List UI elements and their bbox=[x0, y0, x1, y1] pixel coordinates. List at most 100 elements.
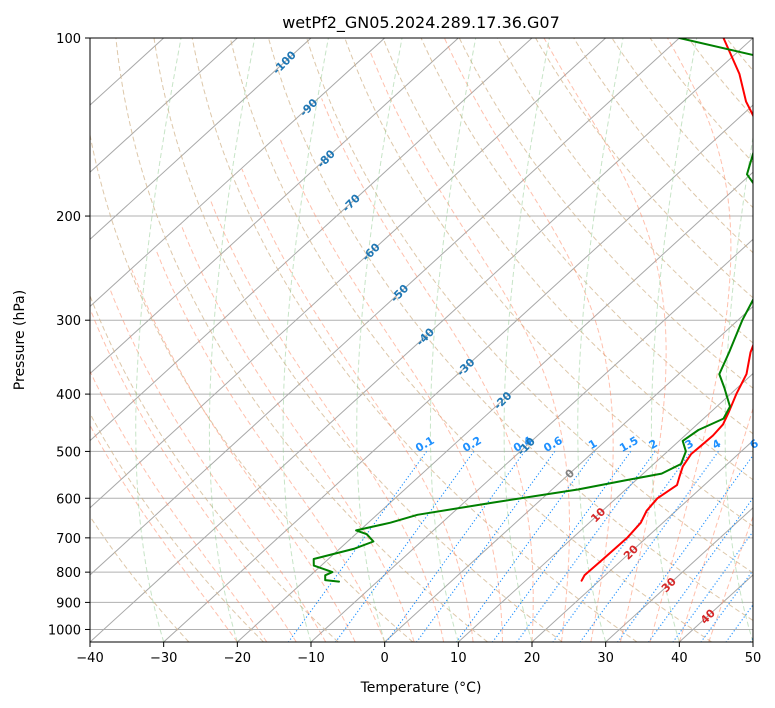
y-axis: 100 200 300 400 500 600 700 800 900 1000 bbox=[48, 32, 90, 638]
mixing-ratio-line bbox=[725, 603, 753, 642]
x-tick-label: −30 bbox=[150, 651, 177, 666]
dry-adiabat-line bbox=[344, 38, 753, 527]
dry-adiabat-line bbox=[306, 38, 753, 574]
dry-adiabat-line bbox=[382, 38, 753, 481]
dry-adiabat-line bbox=[90, 132, 414, 642]
y-tick-label: 500 bbox=[56, 445, 81, 460]
x-tick-label: 40 bbox=[671, 651, 688, 666]
dry-adiabat-line bbox=[573, 38, 753, 254]
x-tick-label: −40 bbox=[76, 651, 103, 666]
mixing-ratio-line bbox=[672, 530, 753, 642]
moist-adiabat-line bbox=[443, 38, 614, 642]
dry-adiabat-line bbox=[687, 38, 753, 118]
moist-adiabat-line bbox=[241, 168, 474, 642]
isotherm-line bbox=[90, 38, 312, 241]
moist-adiabat-line bbox=[678, 406, 753, 642]
isotherm-line bbox=[531, 439, 753, 642]
profile-lines bbox=[312, 38, 753, 583]
moist-adiabat-line bbox=[90, 309, 297, 642]
y-tick-label: 1000 bbox=[48, 623, 81, 638]
y-tick-label: 300 bbox=[56, 314, 81, 329]
y-tick-label: 900 bbox=[56, 596, 81, 611]
moist-adiabat-line bbox=[370, 52, 570, 642]
isotherm-line bbox=[90, 38, 607, 509]
reference-curve bbox=[503, 38, 550, 642]
dry-adiabat-line bbox=[649, 38, 753, 164]
x-tick-label: 0 bbox=[381, 651, 389, 666]
mixing-ratio-line bbox=[617, 454, 753, 642]
reference-curve bbox=[208, 38, 256, 642]
isotherm-line bbox=[90, 38, 533, 442]
x-tick-label: −10 bbox=[297, 651, 324, 666]
dry-adiabat-line bbox=[458, 38, 753, 389]
moist-adiabat-line bbox=[131, 269, 356, 642]
dry-adiabat-line bbox=[496, 38, 753, 344]
isotherm-line bbox=[236, 171, 753, 642]
isotherm-line bbox=[90, 38, 459, 375]
moist-adiabat-line bbox=[109, 289, 327, 642]
dry-adiabat-line bbox=[229, 38, 712, 642]
mixing-ratio-label: 2 bbox=[647, 437, 660, 452]
background-lines bbox=[90, 38, 775, 642]
y-tick-label: 400 bbox=[56, 388, 81, 403]
dry-adiabat-line bbox=[115, 38, 488, 642]
x-axis: −40 −30 −20 −10 0 10 20 30 40 50 bbox=[76, 642, 761, 666]
y-tick-label: 600 bbox=[56, 492, 81, 507]
moist-adiabat-line bbox=[279, 138, 503, 642]
moist-adiabat-line bbox=[543, 38, 667, 642]
moist-adiabat-line bbox=[155, 249, 386, 642]
mixing-ratio-line bbox=[749, 637, 753, 642]
isotherm-line bbox=[605, 507, 753, 642]
moist-adiabat-line bbox=[90, 370, 268, 642]
x-tick-label: 30 bbox=[597, 651, 614, 666]
isotherm-line bbox=[384, 305, 753, 642]
plot-frame bbox=[89, 37, 754, 643]
isotherm-line bbox=[90, 38, 386, 308]
x-axis-label: Temperature (°C) bbox=[360, 680, 482, 696]
y-tick-label: 700 bbox=[56, 532, 81, 547]
dry-adiabat-line bbox=[420, 38, 753, 435]
mixing-ratio-line bbox=[456, 451, 596, 642]
moist-adiabat-line bbox=[180, 224, 415, 642]
dry-adiabat-line bbox=[535, 38, 753, 299]
dry-adiabat-line bbox=[90, 515, 190, 642]
x-tick-label: 50 bbox=[745, 651, 762, 666]
x-tick-label: 20 bbox=[524, 651, 541, 666]
moist-adiabat-line bbox=[209, 198, 445, 642]
dry-adiabat-line bbox=[268, 38, 753, 622]
dry-adiabat-line bbox=[90, 294, 339, 642]
x-tick-label: −20 bbox=[224, 651, 251, 666]
mixing-ratio-label: 1 bbox=[586, 437, 599, 452]
reference-curve bbox=[650, 38, 698, 642]
reference-curve bbox=[135, 38, 182, 642]
isotherm-line bbox=[90, 38, 753, 642]
mixing-ratio-label: 6 bbox=[748, 437, 761, 452]
isotherm-line bbox=[752, 641, 753, 642]
moist-adiabat-line bbox=[649, 38, 732, 642]
reference-curve bbox=[282, 38, 329, 642]
mixing-ratio-label: 4 bbox=[710, 437, 723, 452]
isotherm-line bbox=[90, 38, 238, 173]
temperature-profile-line bbox=[580, 38, 753, 582]
isotherm-line bbox=[163, 104, 753, 642]
x-tick-label: 10 bbox=[450, 651, 467, 666]
mixing-ratio-line bbox=[579, 451, 719, 642]
dewpoint-profile-line bbox=[312, 38, 753, 583]
y-tick-label: 800 bbox=[56, 566, 81, 581]
chart-title: wetPf2_GN05.2024.289.17.36.G07 bbox=[282, 13, 560, 33]
reference-curve bbox=[724, 134, 753, 642]
dry-adiabat-line bbox=[90, 412, 264, 642]
isotherm-line bbox=[90, 38, 680, 576]
mixing-ratio-line bbox=[386, 451, 526, 642]
isotherm-line bbox=[457, 372, 753, 642]
moist-adiabat-line bbox=[321, 98, 534, 642]
y-tick-label: 200 bbox=[56, 210, 81, 225]
reference-curve bbox=[577, 38, 624, 642]
y-axis-label: Pressure (hPa) bbox=[12, 290, 28, 390]
reference-curve bbox=[429, 38, 477, 642]
dry-adiabat-line bbox=[191, 38, 638, 642]
y-tick-label: 100 bbox=[56, 32, 81, 47]
reference-curve bbox=[356, 38, 403, 642]
dry-adiabat-line bbox=[765, 38, 775, 642]
